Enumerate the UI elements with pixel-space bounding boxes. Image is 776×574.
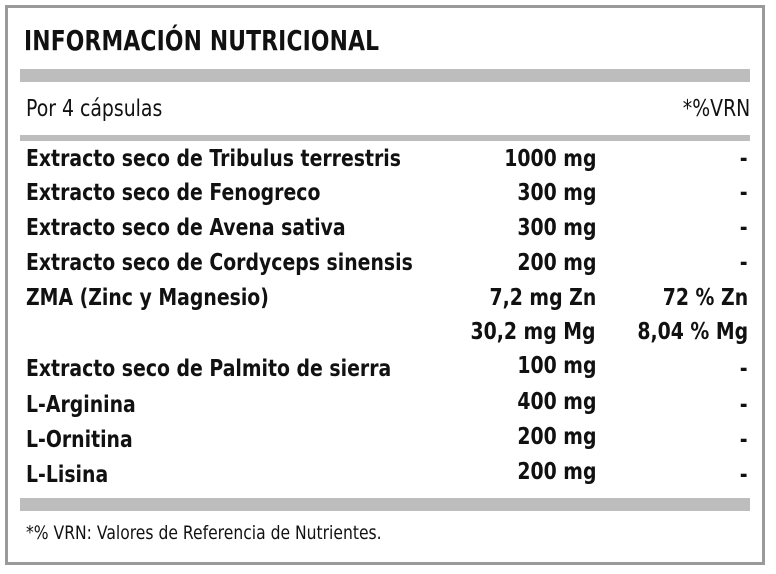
nutrient-vrn: - — [740, 146, 748, 172]
nutrient-amount: 200 mg — [516, 424, 596, 450]
nutrient-amount: 300 mg — [516, 215, 596, 241]
nutrient-amount: 300 mg — [516, 180, 596, 206]
table-bottom-divider — [20, 498, 750, 511]
nutrient-vrn: 72 % Zn — [662, 285, 748, 311]
panel-title: INFORMACIÓN NUTRICIONAL — [24, 24, 380, 57]
nutrient-amount: 400 mg — [516, 389, 596, 415]
header-divider — [20, 135, 750, 141]
nutrient-name: L-Ornitina — [26, 427, 133, 453]
nutrition-panel: INFORMACIÓN NUTRICIONAL Por 4 cápsulas *… — [5, 5, 765, 565]
nutrient-name: Extracto seco de Tribulus terrestris — [26, 146, 401, 172]
nutrient-amount-secondary: 30,2 mg Mg — [470, 319, 596, 345]
nutrient-name: Extracto seco de Palmito de sierra — [26, 356, 392, 382]
nutrient-name: Extracto seco de Avena sativa — [26, 215, 346, 241]
nutrient-name: L-Arginina — [26, 392, 136, 418]
nutrient-amount: 100 mg — [516, 353, 596, 379]
nutrient-vrn: - — [740, 250, 748, 276]
nutrient-amount: 200 mg — [516, 459, 596, 485]
nutrient-amount: 1000 mg — [503, 146, 596, 172]
nutrient-vrn: - — [740, 462, 748, 488]
nutrient-vrn: - — [740, 427, 748, 453]
nutrient-amount: 7,2 mg Zn — [489, 285, 596, 311]
nutrient-amount: 200 mg — [516, 250, 596, 276]
nutrient-vrn: - — [740, 180, 748, 206]
serving-label: Por 4 cápsulas — [26, 96, 163, 122]
nutrient-vrn: - — [740, 356, 748, 382]
footnote: *% VRN: Valores de Referencia de Nutrien… — [26, 522, 382, 544]
nutrient-vrn: - — [740, 215, 748, 241]
nutrient-name: Extracto seco de Fenogreco — [26, 180, 321, 206]
nutrient-name: L-Lisina — [26, 462, 109, 488]
nutrient-name: ZMA (Zinc y Magnesio) — [26, 285, 269, 311]
nutrient-vrn-secondary: 8,04 % Mg — [637, 319, 748, 345]
title-divider — [20, 69, 750, 82]
nutrient-vrn: - — [740, 392, 748, 418]
nutrient-name: Extracto seco de Cordyceps sinensis — [26, 250, 413, 276]
vrn-header: *%VRN — [682, 96, 750, 122]
